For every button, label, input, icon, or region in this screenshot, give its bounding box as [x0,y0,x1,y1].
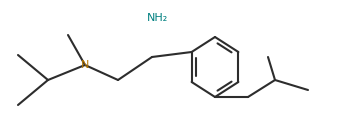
Text: N: N [81,60,89,70]
Text: NH₂: NH₂ [147,13,169,23]
